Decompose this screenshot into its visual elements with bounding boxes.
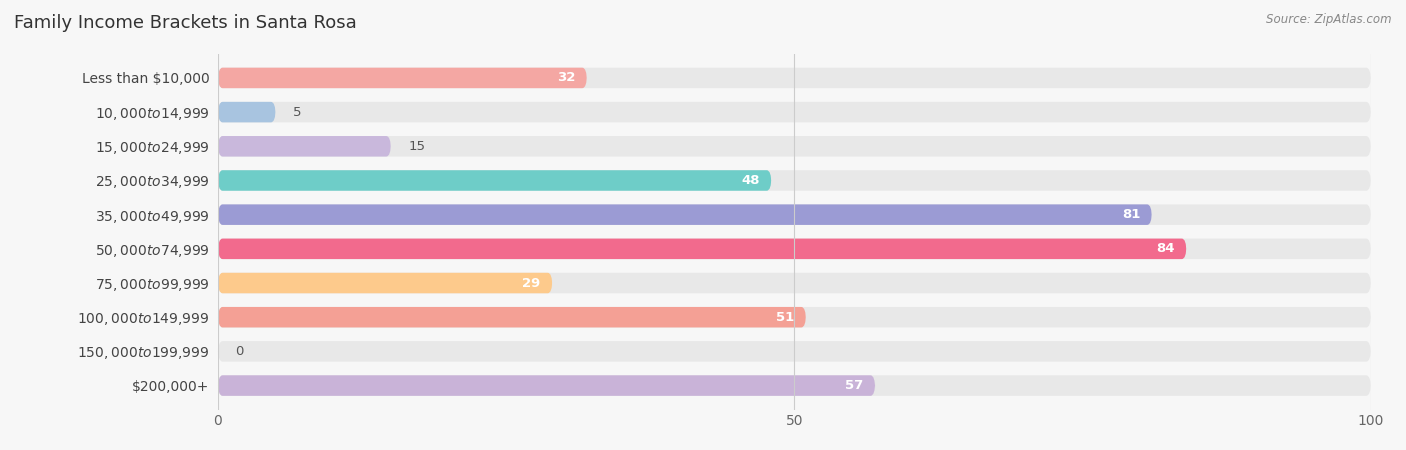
Text: Family Income Brackets in Santa Rosa: Family Income Brackets in Santa Rosa [14, 14, 357, 32]
FancyBboxPatch shape [218, 102, 276, 122]
Text: 57: 57 [845, 379, 863, 392]
Text: Source: ZipAtlas.com: Source: ZipAtlas.com [1267, 14, 1392, 27]
FancyBboxPatch shape [218, 170, 772, 191]
FancyBboxPatch shape [218, 68, 586, 88]
FancyBboxPatch shape [218, 375, 875, 396]
Text: 48: 48 [741, 174, 759, 187]
FancyBboxPatch shape [218, 68, 1371, 88]
FancyBboxPatch shape [218, 238, 1187, 259]
Text: 84: 84 [1156, 243, 1175, 255]
Text: 15: 15 [408, 140, 425, 153]
FancyBboxPatch shape [218, 341, 1371, 362]
FancyBboxPatch shape [218, 273, 553, 293]
FancyBboxPatch shape [218, 204, 1152, 225]
Text: 81: 81 [1122, 208, 1140, 221]
Text: 29: 29 [523, 276, 541, 289]
FancyBboxPatch shape [218, 102, 1371, 122]
FancyBboxPatch shape [218, 375, 1371, 396]
FancyBboxPatch shape [218, 307, 1371, 328]
Text: 51: 51 [776, 310, 794, 324]
Text: 5: 5 [292, 106, 301, 119]
Text: 0: 0 [235, 345, 243, 358]
FancyBboxPatch shape [218, 307, 806, 328]
FancyBboxPatch shape [218, 136, 391, 157]
FancyBboxPatch shape [218, 170, 1371, 191]
FancyBboxPatch shape [218, 273, 1371, 293]
FancyBboxPatch shape [218, 204, 1371, 225]
FancyBboxPatch shape [218, 136, 1371, 157]
Text: 32: 32 [557, 72, 575, 85]
FancyBboxPatch shape [218, 238, 1371, 259]
